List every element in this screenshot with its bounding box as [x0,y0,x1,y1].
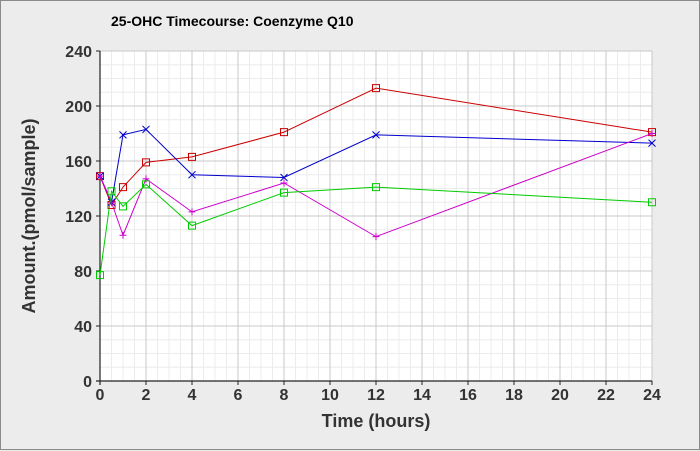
data-point [96,172,104,180]
data-point [372,131,380,139]
data-point [280,173,288,182]
series-3 [96,130,656,241]
data-point [119,202,127,211]
x-tick-label: 10 [321,387,339,404]
chart-title: 25-OHC Timecourse: Coenzyme Q10 [111,13,354,29]
x-tick-label: 24 [643,387,661,404]
x-tick-label: 6 [234,387,243,404]
y-tick-label: 80 [74,264,92,281]
x-tick-label: 20 [551,387,569,404]
x-tick-label: 18 [505,387,523,404]
x-tick-label: 2 [142,387,151,404]
x-axis-label: Time (hours) [322,411,431,431]
x-tick-label: 14 [413,387,431,404]
x-tick-label: 16 [459,387,477,404]
series-4 [96,180,656,280]
x-tick-label: 12 [367,387,385,404]
data-point [188,170,196,179]
x-tick-label: 22 [597,387,615,404]
x-tick-label: 4 [188,387,197,404]
data-point [280,179,288,187]
y-tick-label: 200 [65,99,92,116]
x-tick-label: 8 [280,387,289,404]
data-point [188,221,196,230]
data-point [142,158,150,167]
series-line [99,133,653,238]
data-point [648,130,656,137]
data-point-stroke [119,131,127,139]
data-point [108,198,115,206]
y-tick-label: 240 [65,44,92,61]
data-point [372,233,380,241]
data-point-stroke [188,170,196,179]
x-tick-label: 0 [96,387,105,404]
data-point-stroke [142,125,150,134]
y-tick-label: 0 [83,374,92,391]
grid [99,50,653,382]
y-tick-label: 40 [74,319,92,336]
axes [96,51,652,385]
data-point [142,180,150,189]
series-line [99,183,653,276]
data-point [648,198,656,207]
data-point [648,139,656,147]
data-point-stroke [372,131,380,139]
data-point [372,84,380,93]
y-tick-label: 120 [65,209,92,226]
series-layer [96,84,656,280]
data-point [280,188,288,197]
y-ticks: 0 40 80 120 160 200 240 [65,44,100,391]
data-point-stroke [280,173,288,182]
series-line [99,128,653,204]
y-tick-label: 160 [65,154,92,171]
data-point [188,208,196,216]
data-point [96,271,104,280]
data-point [119,183,127,192]
data-point-stroke [648,139,656,147]
data-point [119,131,127,139]
data-point [142,125,150,134]
data-point [119,231,127,239]
x-ticks: 0 2 4 6 8 10 12 14 16 18 20 22 24 [96,381,661,404]
data-point [372,183,380,192]
data-point [188,152,196,161]
series-2 [96,125,656,207]
data-point [107,187,116,196]
y-axis-label: Amount.(pmol/sample) [19,118,39,313]
data-point [280,128,288,137]
